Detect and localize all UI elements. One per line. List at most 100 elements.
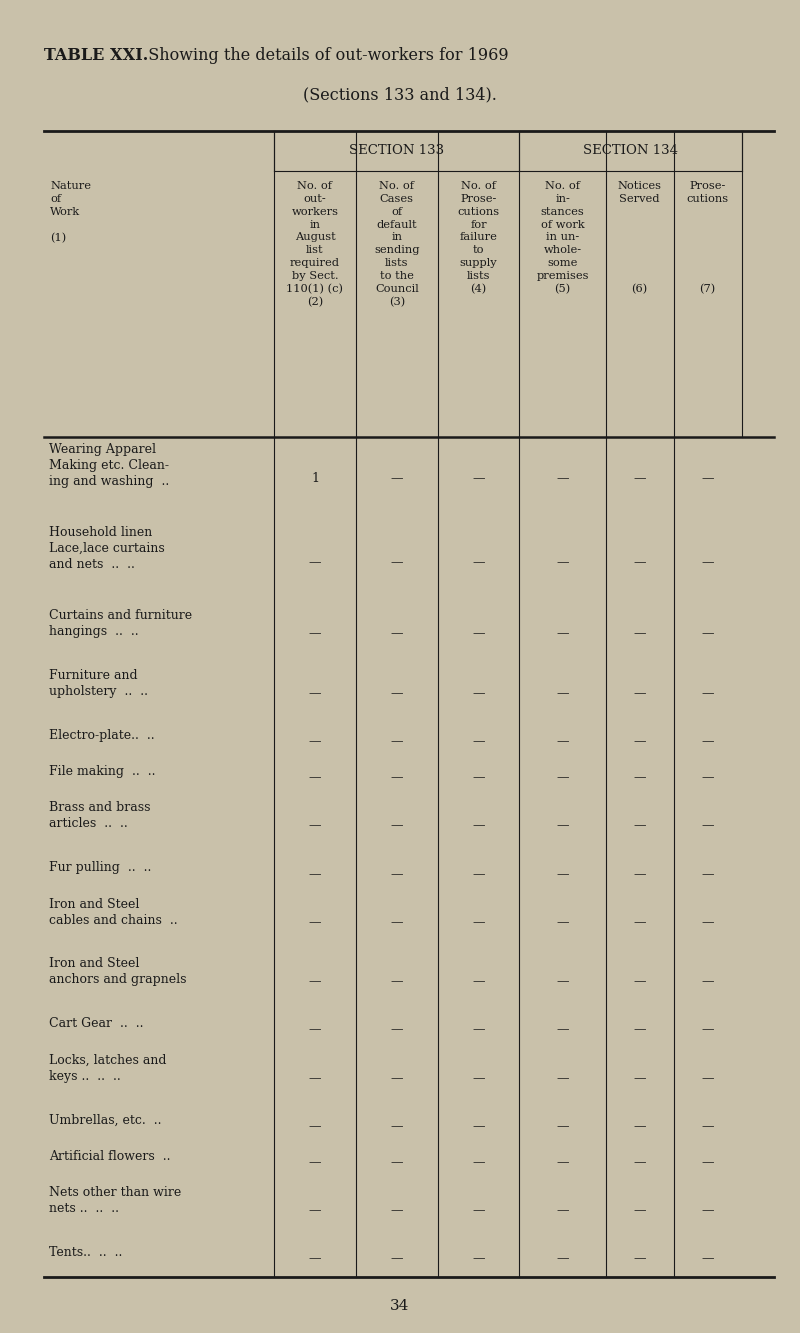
Text: Umbrellas, etc.  ..: Umbrellas, etc. .. (49, 1113, 162, 1126)
Text: —: — (390, 686, 403, 700)
Text: —: — (472, 772, 485, 784)
Text: —: — (556, 868, 569, 881)
Text: Household linen
Lace,lace curtains
and nets  ..  ..: Household linen Lace,lace curtains and n… (49, 525, 165, 571)
Text: —: — (634, 916, 646, 929)
Text: —: — (472, 1252, 485, 1265)
Text: Fur pulling  ..  ..: Fur pulling .. .. (49, 861, 151, 874)
Text: Locks, latches and
keys ..  ..  ..: Locks, latches and keys .. .. .. (49, 1053, 166, 1082)
Text: —: — (634, 1120, 646, 1133)
Text: —: — (702, 686, 714, 700)
Text: Cart Gear  ..  ..: Cart Gear .. .. (49, 1017, 143, 1030)
Text: —: — (702, 734, 714, 748)
Text: Tents..  ..  ..: Tents.. .. .. (49, 1246, 122, 1258)
Text: —: — (556, 686, 569, 700)
Text: —: — (309, 976, 322, 989)
Text: —: — (309, 916, 322, 929)
Text: —: — (556, 976, 569, 989)
Text: —: — (634, 976, 646, 989)
Text: Notices
Served






(6): Notices Served (6) (618, 181, 662, 295)
Text: Prose-
cutions






(7): Prose- cutions (7) (686, 181, 729, 295)
Text: —: — (309, 1072, 322, 1085)
Text: Brass and brass
articles  ..  ..: Brass and brass articles .. .. (49, 801, 150, 830)
Text: —: — (390, 628, 403, 640)
Text: —: — (634, 472, 646, 485)
Text: Furniture and
upholstery  ..  ..: Furniture and upholstery .. .. (49, 669, 148, 698)
Text: —: — (472, 472, 485, 485)
Text: —: — (472, 556, 485, 569)
Text: —: — (634, 1204, 646, 1217)
Text: Nets other than wire
nets ..  ..  ..: Nets other than wire nets .. .. .. (49, 1186, 181, 1216)
Text: —: — (702, 976, 714, 989)
Text: —: — (702, 868, 714, 881)
Text: —: — (390, 472, 403, 485)
Text: —: — (390, 1120, 403, 1133)
Text: —: — (390, 734, 403, 748)
Text: 34: 34 (390, 1300, 410, 1313)
Text: —: — (702, 916, 714, 929)
Text: —: — (309, 1024, 322, 1037)
Text: —: — (390, 772, 403, 784)
Text: —: — (556, 1024, 569, 1037)
Text: Iron and Steel
cables and chains  ..: Iron and Steel cables and chains .. (49, 897, 178, 926)
Text: —: — (390, 1156, 403, 1169)
Text: —: — (556, 1156, 569, 1169)
Text: —: — (309, 868, 322, 881)
Text: Wearing Apparel
Making etc. Clean-
ing and washing  ..: Wearing Apparel Making etc. Clean- ing a… (49, 443, 169, 488)
Text: —: — (390, 556, 403, 569)
Text: —: — (472, 1156, 485, 1169)
Text: —: — (472, 976, 485, 989)
Text: Electro-plate..  ..: Electro-plate.. .. (49, 729, 154, 741)
Text: Iron and Steel
anchors and grapnels: Iron and Steel anchors and grapnels (49, 957, 186, 986)
Text: —: — (309, 772, 322, 784)
Text: —: — (634, 1024, 646, 1037)
Text: No. of
out-
workers
in
August
list
required
by Sect.
110(1) (c)
(2): No. of out- workers in August list requi… (286, 181, 343, 308)
Text: No. of
Prose-
cutions
for
failure
to
supply
lists
(4): No. of Prose- cutions for failure to sup… (458, 181, 500, 295)
Text: —: — (556, 820, 569, 833)
Text: —: — (309, 556, 322, 569)
Text: —: — (556, 1072, 569, 1085)
Text: —: — (309, 1120, 322, 1133)
Text: —: — (556, 1252, 569, 1265)
Text: —: — (472, 1120, 485, 1133)
Text: —: — (556, 1120, 569, 1133)
Text: —: — (556, 772, 569, 784)
Text: —: — (390, 1072, 403, 1085)
Text: —: — (309, 820, 322, 833)
Text: No. of
in-
stances
of work
in un-
whole-
some
premises
(5): No. of in- stances of work in un- whole-… (536, 181, 589, 295)
Text: —: — (309, 686, 322, 700)
Text: —: — (634, 772, 646, 784)
Text: Curtains and furniture
hangings  ..  ..: Curtains and furniture hangings .. .. (49, 609, 192, 639)
Text: —: — (634, 686, 646, 700)
Text: —: — (556, 472, 569, 485)
Text: —: — (472, 1072, 485, 1085)
Text: TABLE XXI.: TABLE XXI. (44, 47, 148, 64)
Text: —: — (390, 820, 403, 833)
Text: —: — (472, 628, 485, 640)
Text: —: — (634, 1252, 646, 1265)
Text: —: — (556, 556, 569, 569)
Text: Showing the details of out-workers for 1969: Showing the details of out-workers for 1… (138, 47, 509, 64)
Text: —: — (309, 1156, 322, 1169)
Text: —: — (556, 1204, 569, 1217)
Text: SECTION 134: SECTION 134 (583, 144, 678, 157)
Text: —: — (634, 868, 646, 881)
Text: —: — (634, 556, 646, 569)
Text: —: — (472, 868, 485, 881)
Text: —: — (702, 1156, 714, 1169)
Text: (Sections 133 and 134).: (Sections 133 and 134). (303, 87, 497, 104)
Text: Nature
of
Work

(1): Nature of Work (1) (50, 181, 91, 243)
Text: —: — (634, 820, 646, 833)
Text: —: — (634, 734, 646, 748)
Text: —: — (634, 1072, 646, 1085)
Text: —: — (634, 1156, 646, 1169)
Text: —: — (472, 820, 485, 833)
Text: —: — (702, 1072, 714, 1085)
Text: —: — (702, 1024, 714, 1037)
Text: —: — (472, 1024, 485, 1037)
Text: —: — (390, 868, 403, 881)
Text: —: — (390, 1204, 403, 1217)
Text: —: — (702, 472, 714, 485)
Text: —: — (556, 734, 569, 748)
Text: —: — (390, 1024, 403, 1037)
Text: File making  ..  ..: File making .. .. (49, 765, 155, 778)
